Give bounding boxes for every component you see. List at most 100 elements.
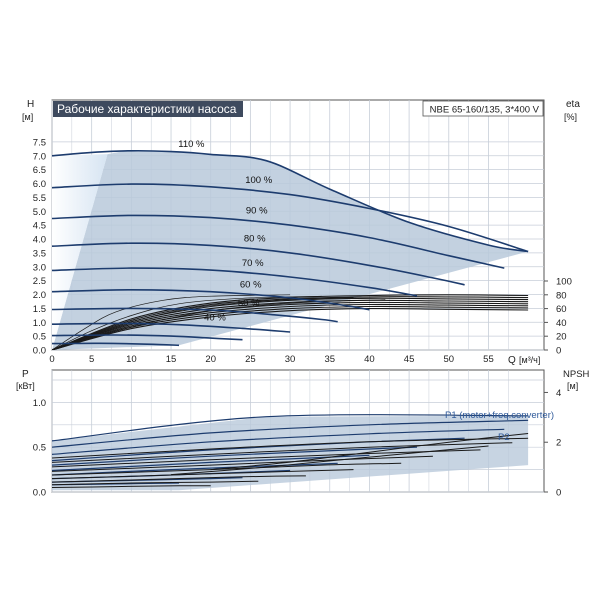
eta-tick-label: 40 <box>556 318 567 329</box>
p1-curve <box>52 437 465 462</box>
x-tick-label: 15 <box>166 354 177 365</box>
x-tick-label: 10 <box>126 354 137 365</box>
head-curve-label: 60 % <box>240 280 262 291</box>
head-axis-label: H <box>27 99 34 110</box>
head-curve-label: 50 % <box>238 298 260 309</box>
npsh-axis-unit: [м] <box>567 381 578 391</box>
eta-fan-curve <box>52 297 354 350</box>
y-tick-label: 4.5 <box>33 221 46 232</box>
head-curve <box>52 342 180 347</box>
y-tick-label: 4.0 <box>33 235 46 246</box>
power-axis-label: P <box>22 369 29 380</box>
p1-curve <box>52 454 370 472</box>
y-tick-label: 2.0 <box>33 290 46 301</box>
x-tick-label: 35 <box>324 354 335 365</box>
head-axis-unit: [м] <box>22 112 33 122</box>
p2-curve <box>52 485 211 488</box>
npsh-axis-label: NPSH <box>563 369 590 380</box>
eta-axis-unit: [%] <box>564 112 577 122</box>
head-curve <box>52 183 529 253</box>
eta-axis-label: eta <box>566 99 580 110</box>
title-bar <box>53 101 243 117</box>
npsh-curve <box>170 445 489 476</box>
y-tick-label: 5.5 <box>33 193 46 204</box>
p1-curve <box>52 462 338 476</box>
bottom-axis-ticks: 0.0 0.5 1.0 0 2 4 <box>33 388 562 499</box>
y-tick-label: 2.5 <box>33 276 46 287</box>
head-curve <box>52 322 291 333</box>
top-axis-ticks: 0 5 10 15 20 25 30 35 40 45 50 55 0.0 0.5 1.0 1.5 2.0 2.5… <box>33 137 572 365</box>
y-tick-label: 5.0 <box>33 207 46 218</box>
head-curve <box>52 214 505 269</box>
y-tick-label: 7.0 <box>33 151 46 162</box>
head-curve <box>52 334 243 341</box>
x-tick-label: 30 <box>285 354 296 365</box>
power-curves <box>52 414 529 488</box>
p2-curve <box>52 442 513 463</box>
y-tick-label: 1.5 <box>33 304 46 315</box>
head-curve-label: 100 % <box>245 175 272 186</box>
p1-curve <box>52 414 529 442</box>
head-curve-label: 40 % <box>204 313 226 324</box>
p1-curve <box>52 446 418 466</box>
p1-curve <box>52 428 505 455</box>
p2-curve <box>52 475 306 483</box>
x-tick-label: 25 <box>245 354 256 365</box>
npsh-curve <box>210 433 529 471</box>
eta-tick-label: 80 <box>556 290 567 301</box>
eta-tick-label: 20 <box>556 332 567 343</box>
head-curve <box>52 288 370 311</box>
p2-curve <box>52 455 433 472</box>
head-curve <box>52 267 418 297</box>
model-box <box>422 100 544 117</box>
p1-series-label: P1 (motor+freq.converter) <box>445 410 554 421</box>
top-operating-area <box>52 150 529 350</box>
flow-axis-label: Q <box>508 355 516 366</box>
p1-curve <box>52 419 529 448</box>
p2-curve <box>52 469 354 480</box>
y-tick-label: 0.0 <box>33 346 46 357</box>
power-tick-label: 0.5 <box>33 443 46 454</box>
eta-tick-label: 0 <box>556 346 561 357</box>
head-curve <box>52 307 338 323</box>
head-curve-label: 90 % <box>246 206 268 217</box>
head-curves <box>52 149 529 347</box>
eta-curve <box>52 308 529 350</box>
y-tick-label: 3.0 <box>33 262 46 273</box>
x-tick-label: 0 <box>49 354 54 365</box>
head-curve <box>52 149 529 253</box>
y-tick-label: 1.0 <box>33 318 46 329</box>
head-curve <box>52 242 465 286</box>
head-curve-label: 80 % <box>244 233 266 244</box>
y-tick-label: 7.5 <box>33 137 46 148</box>
power-axis-unit: [кВт] <box>16 381 35 391</box>
p2-curve <box>52 480 259 486</box>
low-flow-area-fill <box>52 154 108 350</box>
npsh-tick-label: 0 <box>556 488 561 499</box>
eta-curve <box>52 301 529 350</box>
eta-tick-label: 100 <box>556 277 572 288</box>
top-panel: 110 % 100 % 90 % 80 % 70 % 60 % 50 % 40 % 0 5 10 1… <box>22 99 580 366</box>
x-tick-label: 50 <box>443 354 454 365</box>
npsh-tick-label: 2 <box>556 438 561 449</box>
p2-series-label: P2 <box>498 432 510 443</box>
x-tick-label: 20 <box>205 354 216 365</box>
eta-curve <box>52 296 529 350</box>
x-tick-label: 45 <box>404 354 415 365</box>
y-tick-label: 6.5 <box>33 165 46 176</box>
y-tick-label: 0.5 <box>33 332 46 343</box>
power-tick-label: 1.0 <box>33 398 46 409</box>
pump-model: NBE 65-160/135, 3*400 V <box>430 105 540 116</box>
flow-axis-unit: [м³/ч] <box>519 355 540 365</box>
operating-area-fill <box>52 150 529 350</box>
eta-tick-label: 60 <box>556 304 567 315</box>
chart-title: Рабочие характеристики насоса <box>57 102 237 116</box>
head-curve-label: 110 % <box>178 139 205 150</box>
power-tick-label: 0.0 <box>33 488 46 499</box>
x-tick-label: 5 <box>89 354 94 365</box>
p2-curve <box>52 437 529 459</box>
eta-fan-curve <box>52 294 291 350</box>
head-curve-labels: 110 % 100 % 90 % 80 % 70 % 60 % 50 % 40 % <box>178 139 272 324</box>
npsh-tick-label: 4 <box>556 388 561 399</box>
